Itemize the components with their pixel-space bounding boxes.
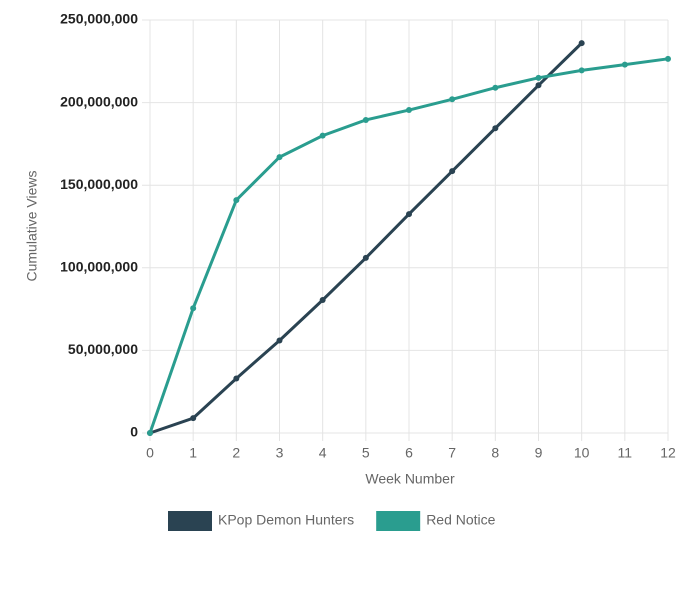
data-point bbox=[406, 211, 412, 218]
data-point bbox=[578, 40, 585, 47]
data-point bbox=[190, 305, 197, 312]
x-tick-label: 12 bbox=[660, 445, 676, 461]
legend-label[interactable]: Red Notice bbox=[426, 512, 495, 528]
y-tick-label: 200,000,000 bbox=[60, 93, 138, 109]
y-tick-label: 100,000,000 bbox=[60, 259, 138, 275]
data-point bbox=[621, 61, 628, 68]
x-tick-label: 6 bbox=[405, 445, 413, 461]
y-tick-label: 50,000,000 bbox=[68, 341, 138, 357]
data-point bbox=[362, 116, 369, 123]
data-point bbox=[535, 82, 542, 89]
legend-swatch[interactable] bbox=[376, 511, 421, 531]
x-tick-label: 10 bbox=[574, 445, 590, 461]
data-point bbox=[276, 337, 283, 344]
legend-swatch[interactable] bbox=[168, 511, 212, 531]
data-point bbox=[362, 254, 369, 261]
data-point bbox=[492, 84, 499, 91]
x-axis-label: Week Number bbox=[365, 471, 455, 487]
legend-label[interactable]: KPop Demon Hunters bbox=[218, 512, 354, 528]
y-tick-label: 0 bbox=[130, 424, 138, 440]
data-point bbox=[535, 74, 542, 81]
data-point bbox=[147, 430, 153, 436]
data-point bbox=[492, 125, 499, 132]
data-point bbox=[190, 415, 197, 422]
x-tick-label: 4 bbox=[319, 445, 327, 461]
x-tick-label: 9 bbox=[535, 445, 543, 461]
x-tick-label: 2 bbox=[232, 445, 240, 461]
x-tick-label: 3 bbox=[276, 445, 284, 461]
data-point bbox=[233, 375, 240, 382]
data-point bbox=[233, 197, 240, 204]
data-point bbox=[665, 55, 671, 62]
x-tick-label: 5 bbox=[362, 445, 370, 461]
data-point bbox=[449, 168, 456, 175]
data-point bbox=[319, 297, 326, 304]
data-point bbox=[406, 107, 412, 114]
data-point bbox=[449, 96, 456, 103]
y-tick-label: 250,000,000 bbox=[60, 11, 138, 27]
x-tick-label: 11 bbox=[618, 445, 633, 461]
x-tick-label: 0 bbox=[146, 445, 154, 461]
y-tick-label: 150,000,000 bbox=[60, 176, 138, 192]
x-tick-label: 8 bbox=[491, 445, 499, 461]
x-tick-label: 1 bbox=[189, 445, 197, 461]
data-point bbox=[578, 67, 585, 74]
x-tick-label: 7 bbox=[448, 445, 456, 461]
data-point bbox=[276, 154, 283, 161]
y-axis-label: Cumulative Views bbox=[24, 170, 40, 281]
data-point bbox=[319, 132, 326, 139]
